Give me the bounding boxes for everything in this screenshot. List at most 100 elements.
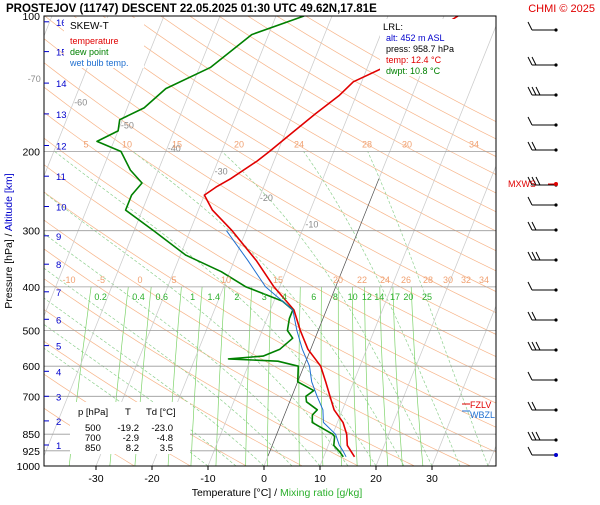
wind-barb-station [554,438,558,442]
wind-barb-station [554,63,558,67]
wind-barb-feather [527,311,533,321]
lrl-box [380,19,468,76]
dry-adiabat-label: 28 [423,275,433,285]
isotherm [151,16,333,466]
wind-barb-station [554,348,558,352]
wind-barb-feather [527,281,533,291]
wind-barb [527,141,558,152]
isotherm-label: -30 [215,167,228,177]
wind-barb-station [554,228,558,232]
series-line-temperature [203,16,459,458]
y-tick-label: 500 [22,326,40,338]
y-tick-label: 925 [22,446,40,458]
wind-barb-feather [527,401,533,411]
x-tick-label: -30 [88,473,103,485]
altitude-tick-label: 7 [56,288,61,299]
y-axis-title: Pressure [hPa] / Altitude [km] [3,173,15,308]
table-header-t: T [125,407,131,418]
table-row-td: -4.8 [157,433,173,444]
dry-adiabat-label: 22 [357,275,367,285]
wind-barb-station [554,93,558,97]
isotherm [431,305,496,466]
altitude-tick-label: 5 [56,342,61,353]
wind-barb-station [554,408,558,412]
wind-barb-feather [527,56,533,66]
mixing-ratio-label: 6 [311,292,316,302]
altitude-tick-label: 16 [56,18,67,29]
x-tick-label: -20 [144,473,159,485]
legend-dewpoint: dew point [70,47,109,57]
wind-barb [527,116,558,127]
table-row-td: 3.5 [160,443,173,454]
wind-barb-station [554,148,558,152]
lrl-press: press: 958.7 hPa [386,44,454,54]
altitude-tick-label: 8 [56,260,61,271]
wind-barb-feather [527,251,533,261]
lrl-dot [554,453,558,457]
dry-adiabat-label: 28 [362,140,372,150]
wind-barb-feather [535,341,541,351]
dry-adiabat [44,38,496,314]
lrl-alt: alt: 452 m ASL [386,33,445,43]
table-row-p: 850 [85,443,101,454]
wbzl-label: WBZL [470,410,495,420]
wind-barb-feather [531,311,537,321]
y-tick-label: 400 [22,282,40,294]
wind-barb-feather [531,251,537,261]
isotherm-label: -10 [305,219,318,229]
wind-barb-feather [535,431,541,441]
altitude-tick-label: 11 [56,172,66,183]
dry-adiabat-label: 10 [122,140,132,150]
wind-barb-feather [527,446,533,456]
wind-barb-feather [527,21,533,31]
moist-adiabat [303,151,461,466]
table-header-td: Td [°C] [146,407,176,418]
isotherm-label: -50 [121,121,134,131]
y-tick-label: 300 [22,226,40,238]
dry-adiabat-label: -5 [97,275,105,285]
wind-barb [527,401,558,412]
mixing-ratio-label: 0.6 [156,292,169,302]
wind-barb-station [554,28,558,32]
wind-barb-feather [527,221,533,231]
wind-barb-feather [527,341,533,351]
wind-barb [527,251,558,262]
altitude-tick-label: 4 [56,367,61,378]
wind-barb-feather [531,141,537,151]
y-tick-label: 850 [22,429,40,441]
wind-barb-station [554,123,558,127]
dry-adiabat-label: 24 [380,275,390,285]
mixing-ratio-label: 1.4 [207,292,220,302]
wind-barb-feather [531,56,537,66]
wind-barb-station [554,203,558,207]
dry-adiabat [44,137,496,404]
table-row-t: -19.2 [117,423,139,434]
wind-barb [527,371,558,382]
wind-barb-feather [531,176,537,186]
dry-adiabat [102,16,496,252]
altitude-tick-label: 9 [56,232,61,243]
y-tick-label: 200 [22,147,40,159]
dry-adiabat-label: 0 [137,275,142,285]
mixing-ratio-label: 3 [262,292,267,302]
isotherm-label: -40 [168,144,181,154]
x-tick-label: 0 [261,473,267,485]
y-tick-label: 100 [22,11,40,23]
wind-barb [527,221,558,232]
dry-adiabat-label: 20 [234,140,244,150]
isotherm [207,16,389,466]
dry-adiabat [131,16,496,232]
isotherm [44,16,109,177]
wind-barb-feather [527,116,533,126]
wind-barb-feather [531,341,537,351]
altitude-tick-label: 1 [56,441,61,452]
mixing-ratio-label: 10 [348,292,358,302]
wind-barb-feather [527,141,533,151]
dry-adiabat-label: 24 [294,140,304,150]
legend-title: SKEW-T [70,21,109,32]
mixing-ratio-label: 2 [234,292,239,302]
isotherm [95,16,277,466]
wind-barb [527,196,558,207]
x-tick-label: 10 [314,473,326,485]
altitude-tick-label: 13 [56,110,67,121]
